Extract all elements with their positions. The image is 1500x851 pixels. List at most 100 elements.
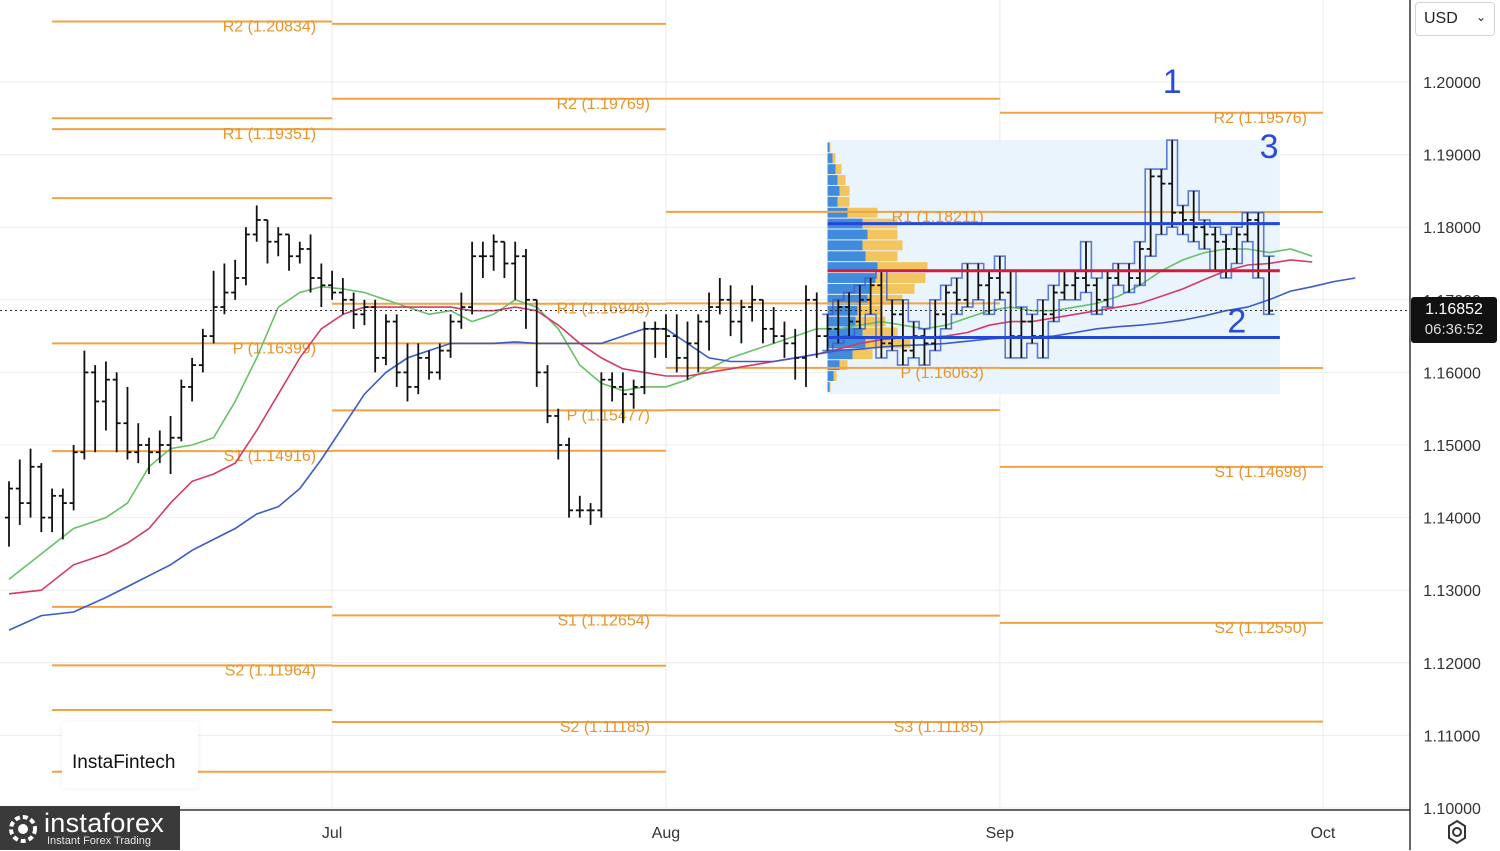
ohlc-bar — [306, 234, 315, 293]
profile-row-buy — [827, 142, 830, 153]
ohlc-bar — [1071, 270, 1080, 300]
pivot-label: R1 (1.19351) — [223, 126, 316, 143]
ohlc-bar — [414, 343, 423, 395]
ohlc-bar — [489, 234, 498, 271]
ohlc-bar — [511, 241, 520, 300]
ohlc-bar — [554, 408, 563, 460]
profile-row-buy — [827, 240, 863, 251]
profile-row-sell — [835, 164, 842, 175]
annotation-label: 3 — [1260, 128, 1279, 166]
profile-row-buy — [827, 229, 868, 240]
ohlc-bar — [952, 278, 961, 315]
profile-row-buy — [827, 153, 833, 164]
logo-tagline: Instant Forex Trading — [47, 835, 151, 847]
ohlc-bar — [209, 270, 218, 344]
pivot-levels: R2 (1.20834) R1 (1.19351) P (1.16399) S1 (1… — [52, 18, 1323, 773]
ohlc-bar — [231, 259, 240, 300]
pivot-label: P (1.16063) — [901, 365, 984, 382]
ohlc-bar — [995, 256, 1004, 300]
ohlc-bar — [123, 386, 132, 460]
ohlc-bar — [1092, 278, 1101, 315]
profile-row-sell — [875, 273, 926, 283]
ohlc-bar — [360, 299, 369, 326]
profile-row-sell — [865, 338, 911, 349]
price-tick-label: 1.10000 — [1423, 801, 1481, 818]
profile-row-sell — [833, 371, 837, 381]
ohlc-bar — [80, 350, 89, 460]
ohlc-bar — [1060, 270, 1069, 300]
ohlc-bar — [1178, 205, 1187, 235]
ohlc-bar — [705, 292, 714, 351]
pivot-label: S3 (1.11185) — [894, 719, 984, 736]
ohlc-bar — [5, 481, 13, 547]
price-axis-bg — [1411, 0, 1500, 850]
logo-name: instaforex — [44, 808, 165, 838]
ohlc-bar — [672, 314, 681, 373]
ohlc-bar — [715, 278, 724, 315]
ohlc-bar — [155, 430, 164, 464]
profile-row-buy — [827, 381, 830, 392]
ohlc-bar — [69, 445, 78, 511]
ohlc-bar — [565, 437, 574, 518]
price-tick-label: 1.16000 — [1423, 365, 1481, 382]
ohlc-bar — [177, 379, 186, 442]
gear-icon — [1448, 819, 1466, 845]
ohlc-bar — [597, 372, 606, 518]
ohlc-bar — [241, 227, 250, 286]
profile-row-sell — [862, 327, 898, 338]
ohlc-bar — [866, 278, 875, 315]
ohlc-bar — [683, 321, 692, 380]
profile-row-buy — [827, 316, 856, 327]
ohlc-bar — [112, 372, 121, 453]
ohlc-bar — [1211, 227, 1220, 271]
ohlc-bar — [328, 270, 337, 300]
profile-row-sell — [839, 360, 848, 371]
instaforex-logo: instaforex Instant Forex Trading — [0, 806, 180, 850]
time-tick-label: Aug — [652, 825, 680, 842]
ohlc-bar — [425, 350, 434, 380]
volume-profile — [827, 140, 1280, 395]
ohlc-bar — [769, 307, 778, 344]
grid — [0, 0, 1410, 810]
price-tick-label: 1.19000 — [1423, 148, 1481, 165]
level-lines — [0, 222, 1410, 340]
time-tick-label: Jul — [322, 825, 342, 842]
ohlc-bar — [500, 240, 509, 279]
ohlc-bar — [898, 299, 907, 366]
ohlc-bar — [446, 314, 455, 358]
ohlc-bar — [586, 503, 595, 525]
ohlc-bar — [263, 219, 272, 264]
ohlc-bar — [403, 343, 412, 402]
annotation-label: 2 — [1227, 302, 1246, 340]
ohlc-bar — [1049, 285, 1058, 322]
ohlc-bar — [694, 314, 703, 373]
profile-row-sell — [839, 185, 850, 196]
ohlc-bar — [37, 463, 46, 533]
currency-select[interactable]: USD ⌄ — [1415, 2, 1495, 36]
profile-row-buy — [827, 175, 838, 185]
settings-button[interactable] — [1443, 818, 1471, 846]
logo-gear-icon — [9, 815, 37, 843]
profile-row-buy — [827, 327, 863, 338]
pivot-label: P (1.16399) — [233, 340, 316, 357]
ohlc-bar — [791, 328, 800, 380]
ohlc-bar — [478, 241, 487, 279]
ohlc-bar — [748, 285, 757, 322]
currency-label: USD — [1424, 10, 1458, 27]
ohlc-bar — [651, 321, 660, 358]
ohlc-bar — [801, 285, 810, 387]
profile-row-sell — [852, 349, 873, 360]
ohlc-bar — [134, 423, 143, 464]
profile-row-sell — [867, 294, 903, 305]
price-tick-label: 1.15000 — [1423, 438, 1481, 455]
profile-row-sell — [867, 229, 898, 240]
ohlc-bar — [58, 488, 67, 540]
profile-row-sell — [829, 381, 831, 392]
green-moving-average — [8, 248, 1313, 580]
profile-row-buy — [827, 262, 878, 273]
profile-row-buy — [827, 360, 840, 371]
ohlc-bar — [392, 314, 401, 387]
annotation-label: 1 — [1163, 63, 1182, 101]
price-tick-label: 1.13000 — [1423, 583, 1481, 600]
